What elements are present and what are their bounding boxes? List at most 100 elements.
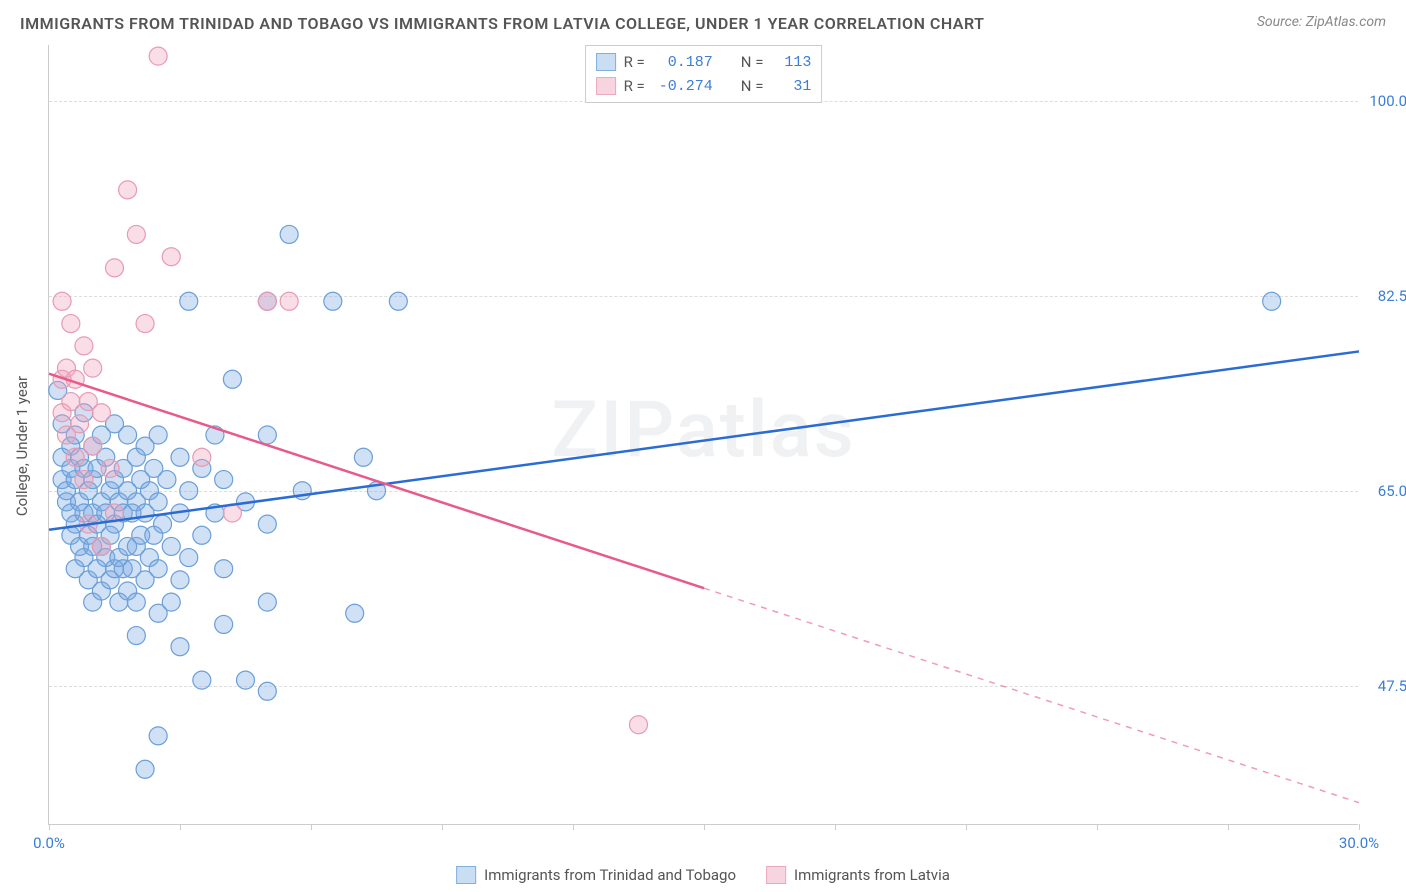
data-point <box>66 448 84 466</box>
y-tick-label: 65.0% <box>1363 482 1406 500</box>
x-tick <box>835 824 836 830</box>
series-legend: Immigrants from Trinidad and Tobago Immig… <box>456 866 950 884</box>
x-tick <box>311 824 312 830</box>
data-point <box>630 716 648 734</box>
series-legend-item: Immigrants from Latvia <box>766 866 950 884</box>
data-point <box>258 515 276 533</box>
legend-swatch <box>596 77 616 95</box>
data-point <box>119 426 137 444</box>
data-point <box>53 292 71 310</box>
data-point <box>171 448 189 466</box>
data-point <box>1263 292 1281 310</box>
n-value: 31 <box>771 78 811 95</box>
data-point <box>71 415 89 433</box>
data-point <box>149 493 167 511</box>
data-point <box>280 225 298 243</box>
data-point <box>215 615 233 633</box>
data-point <box>92 404 110 422</box>
data-point <box>127 593 145 611</box>
data-point <box>389 292 407 310</box>
source-attribution: Source: ZipAtlas.com <box>1257 14 1386 30</box>
data-point <box>258 292 276 310</box>
data-point <box>149 426 167 444</box>
legend-swatch <box>596 53 616 71</box>
plot-area: ZIPatlas 47.5%65.0%82.5%100.0% 0.0%30.0%… <box>48 45 1358 825</box>
data-point <box>75 337 93 355</box>
data-point <box>193 448 211 466</box>
data-point <box>258 593 276 611</box>
x-tick-label: 0.0% <box>33 834 65 852</box>
data-point <box>149 47 167 65</box>
data-point <box>136 315 154 333</box>
data-point <box>171 638 189 656</box>
data-point <box>162 593 180 611</box>
data-point <box>149 727 167 745</box>
data-point <box>258 682 276 700</box>
legend-swatch <box>456 866 476 884</box>
x-tick <box>1359 824 1360 830</box>
data-point <box>180 292 198 310</box>
data-point <box>127 225 145 243</box>
data-point <box>180 549 198 567</box>
x-tick <box>573 824 574 830</box>
data-point <box>237 671 255 689</box>
correlation-legend-row: R = -0.274 N = 31 <box>596 74 812 98</box>
series-name: Immigrants from Latvia <box>794 866 950 884</box>
data-point <box>280 292 298 310</box>
data-point <box>75 471 93 489</box>
series-name: Immigrants from Trinidad and Tobago <box>484 866 736 884</box>
data-point <box>193 671 211 689</box>
x-tick <box>966 824 967 830</box>
y-axis-title: College, Under 1 year <box>13 376 31 516</box>
data-point <box>106 259 124 277</box>
x-tick <box>180 824 181 830</box>
data-point <box>171 571 189 589</box>
x-tick <box>49 824 50 830</box>
data-point <box>215 560 233 578</box>
y-tick-label: 47.5% <box>1363 677 1406 695</box>
n-label: N = <box>741 53 764 71</box>
data-point <box>127 627 145 645</box>
data-point <box>324 292 342 310</box>
data-point <box>119 181 137 199</box>
r-label: R = <box>624 53 645 71</box>
trend-line <box>49 351 1359 529</box>
trend-line-extrapolated <box>704 588 1359 803</box>
data-point <box>149 560 167 578</box>
r-value: -0.274 <box>653 78 713 95</box>
data-point <box>136 760 154 778</box>
correlation-legend: R = 0.187 N = 113 R = -0.274 N = 31 <box>585 45 823 103</box>
r-label: R = <box>624 77 645 95</box>
data-point <box>84 437 102 455</box>
series-legend-item: Immigrants from Trinidad and Tobago <box>456 866 736 884</box>
chart-title: IMMIGRANTS FROM TRINIDAD AND TOBAGO VS I… <box>20 14 984 33</box>
data-point <box>258 426 276 444</box>
data-point <box>162 537 180 555</box>
x-tick <box>704 824 705 830</box>
n-value: 113 <box>771 54 811 71</box>
x-tick-label: 30.0% <box>1339 834 1379 852</box>
data-point <box>92 537 110 555</box>
data-point <box>158 471 176 489</box>
data-point <box>154 515 172 533</box>
legend-swatch <box>766 866 786 884</box>
data-point <box>84 359 102 377</box>
x-tick <box>1228 824 1229 830</box>
data-point <box>223 370 241 388</box>
correlation-legend-row: R = 0.187 N = 113 <box>596 50 812 74</box>
x-tick <box>1097 824 1098 830</box>
y-tick-label: 82.5% <box>1363 287 1406 305</box>
x-tick <box>442 824 443 830</box>
scatter-svg <box>49 45 1358 824</box>
data-point <box>62 393 80 411</box>
data-point <box>162 248 180 266</box>
n-label: N = <box>741 77 764 95</box>
data-point <box>180 482 198 500</box>
data-point <box>354 448 372 466</box>
data-point <box>215 471 233 489</box>
r-value: 0.187 <box>653 54 713 71</box>
data-point <box>346 604 364 622</box>
data-point <box>62 315 80 333</box>
y-tick-label: 100.0% <box>1363 92 1406 110</box>
data-point <box>193 526 211 544</box>
